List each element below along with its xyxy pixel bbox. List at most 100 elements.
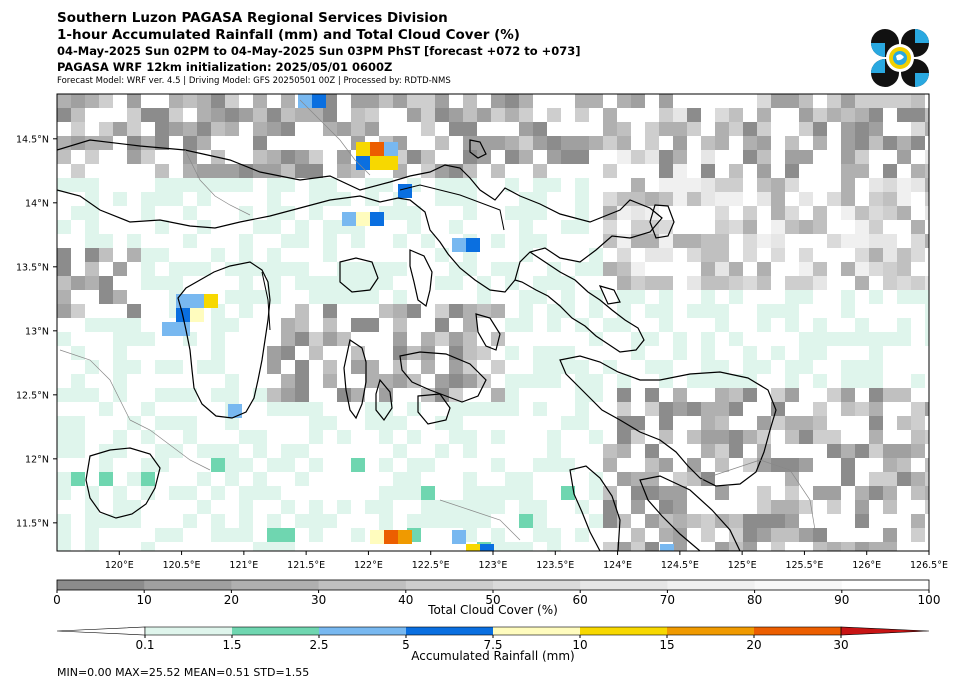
grid-cell xyxy=(533,528,547,542)
grid-cell xyxy=(911,290,925,304)
rain-colorbar-segment xyxy=(319,627,407,635)
grid-cell xyxy=(127,360,141,374)
lat-tick-label: 12.5°N xyxy=(16,390,49,401)
grid-cell xyxy=(99,514,113,528)
grid-cell xyxy=(743,542,757,551)
grid-cell xyxy=(337,332,351,346)
grid-cell xyxy=(295,374,309,388)
grid-cell xyxy=(281,234,295,248)
grid-cell xyxy=(491,136,505,150)
grid-cell xyxy=(323,416,337,430)
grid-cell xyxy=(295,388,309,402)
title-line-3: 04-May-2025 Sun 02PM to 04-May-2025 Sun … xyxy=(57,44,581,58)
rain-cell xyxy=(204,294,218,308)
grid-cell xyxy=(897,262,911,276)
grid-cell xyxy=(827,332,841,346)
grid-cell xyxy=(57,528,71,542)
grid-cell xyxy=(715,444,729,458)
grid-cell xyxy=(463,262,477,276)
grid-cell xyxy=(869,402,883,416)
grid-cell xyxy=(99,276,113,290)
grid-cell xyxy=(617,304,631,318)
grid-cell xyxy=(603,318,617,332)
grid-cell xyxy=(715,304,729,318)
grid-cell xyxy=(351,276,365,290)
grid-cell xyxy=(379,514,393,528)
rain-cell xyxy=(190,294,204,308)
grid-cell xyxy=(617,444,631,458)
rain-colorbar-tick: 0.1 xyxy=(135,638,154,652)
grid-cell xyxy=(925,486,929,500)
grid-cell xyxy=(589,94,603,108)
grid-cell xyxy=(645,360,659,374)
grid-cell xyxy=(729,528,743,542)
grid-cell xyxy=(519,94,533,108)
grid-cell xyxy=(281,374,295,388)
grid-cell xyxy=(659,318,673,332)
grid-cell xyxy=(99,248,113,262)
grid-cell xyxy=(813,206,827,220)
grid-cell xyxy=(813,122,827,136)
grid-cell xyxy=(477,402,491,416)
grid-cell xyxy=(897,472,911,486)
grid-cell xyxy=(645,514,659,528)
grid-cell xyxy=(701,192,715,206)
grid-cell xyxy=(743,150,757,164)
grid-cell xyxy=(701,472,715,486)
grid-cell xyxy=(659,402,673,416)
grid-cell xyxy=(855,318,869,332)
grid-cell xyxy=(729,178,743,192)
grid-cell xyxy=(407,514,421,528)
grid-cell xyxy=(729,374,743,388)
grid-cell xyxy=(883,542,897,551)
grid-cell xyxy=(85,136,99,150)
grid-cell xyxy=(295,164,309,178)
grid-cell xyxy=(71,430,85,444)
grid-cell xyxy=(393,304,407,318)
grid-cell xyxy=(435,374,449,388)
grid-cell xyxy=(99,94,113,108)
grid-cell xyxy=(351,108,365,122)
grid-cell xyxy=(813,374,827,388)
grid-cell xyxy=(547,178,561,192)
grid-cell xyxy=(827,500,841,514)
grid-cell xyxy=(631,234,645,248)
grid-cell xyxy=(393,472,407,486)
grid-cell xyxy=(617,388,631,402)
grid-cell xyxy=(547,318,561,332)
grid-cell xyxy=(449,122,463,136)
grid-cell xyxy=(673,486,687,500)
grid-cell xyxy=(239,304,253,318)
grid-cell xyxy=(757,514,771,528)
grid-cell xyxy=(883,528,897,542)
grid-cell xyxy=(869,332,883,346)
grid-cell xyxy=(645,472,659,486)
lat-tick-label: 13°N xyxy=(25,326,49,337)
grid-cell xyxy=(239,458,253,472)
grid-cell xyxy=(729,332,743,346)
grid-cell xyxy=(281,388,295,402)
grid-cell xyxy=(351,346,365,360)
grid-cell xyxy=(701,136,715,150)
grid-cell xyxy=(799,192,813,206)
grid-cell xyxy=(337,500,351,514)
grid-cell xyxy=(393,374,407,388)
grid-cell xyxy=(281,94,295,108)
grid-cell xyxy=(197,360,211,374)
grid-cell xyxy=(351,360,365,374)
grid-cell xyxy=(519,542,533,551)
grid-cell xyxy=(729,192,743,206)
grid-cell xyxy=(743,514,757,528)
grid-cell xyxy=(799,276,813,290)
grid-cell xyxy=(575,94,589,108)
cloud-colorbar-segment xyxy=(754,580,843,590)
grid-cell xyxy=(827,486,841,500)
lon-tick-label: 124.5°E xyxy=(661,560,699,571)
grid-cell xyxy=(701,290,715,304)
grid-cell xyxy=(309,206,323,220)
grid-cell xyxy=(435,178,449,192)
grid-cell xyxy=(281,122,295,136)
grid-cell xyxy=(757,122,771,136)
grid-cell xyxy=(351,528,365,542)
